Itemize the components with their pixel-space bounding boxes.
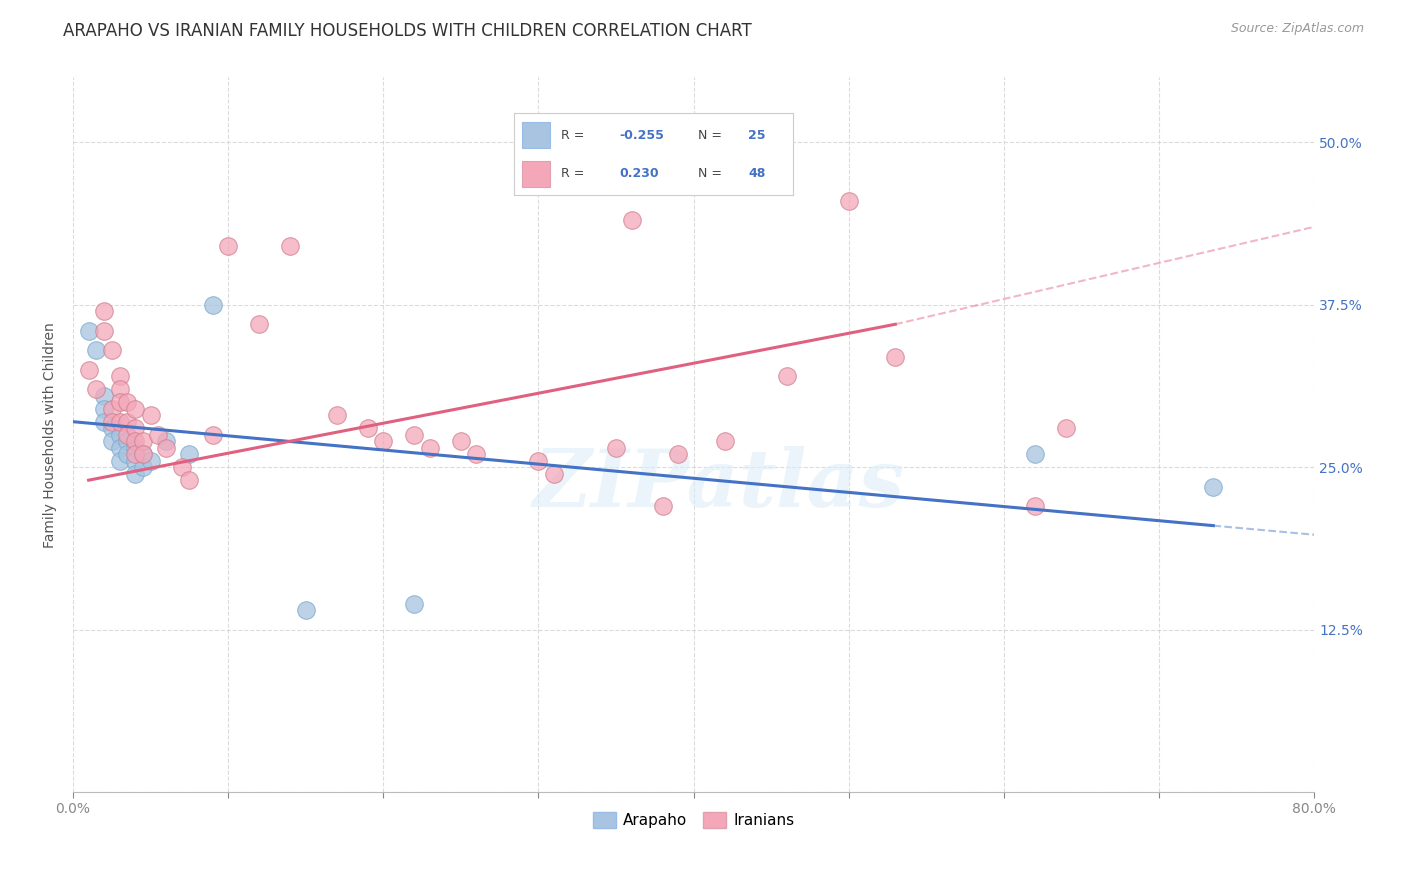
Point	[132, 434, 155, 449]
Point	[884, 350, 907, 364]
Point	[124, 453, 146, 467]
Point	[838, 194, 860, 208]
Point	[117, 415, 139, 429]
Point	[108, 415, 131, 429]
Point	[124, 467, 146, 481]
Point	[139, 408, 162, 422]
Legend: Arapaho, Iranians: Arapaho, Iranians	[586, 806, 800, 834]
Point	[326, 408, 349, 422]
Point	[419, 441, 441, 455]
Point	[543, 467, 565, 481]
Point	[124, 421, 146, 435]
Point	[179, 447, 201, 461]
Point	[170, 460, 193, 475]
Point	[124, 401, 146, 416]
Point	[86, 343, 108, 358]
Point	[201, 298, 224, 312]
Point	[77, 363, 100, 377]
Point	[86, 382, 108, 396]
Point	[776, 369, 799, 384]
Point	[108, 453, 131, 467]
Point	[247, 318, 270, 332]
Point	[101, 415, 124, 429]
Point	[155, 434, 177, 449]
Point	[201, 427, 224, 442]
Point	[155, 441, 177, 455]
Point	[605, 441, 627, 455]
Point	[124, 441, 146, 455]
Point	[117, 395, 139, 409]
Point	[108, 369, 131, 384]
Point	[101, 421, 124, 435]
Point	[294, 603, 316, 617]
Point	[93, 415, 115, 429]
Point	[108, 441, 131, 455]
Point	[404, 427, 426, 442]
Point	[108, 427, 131, 442]
Point	[139, 453, 162, 467]
Point	[620, 213, 643, 227]
Point	[117, 434, 139, 449]
Point	[124, 447, 146, 461]
Text: Source: ZipAtlas.com: Source: ZipAtlas.com	[1230, 22, 1364, 36]
Point	[373, 434, 395, 449]
Text: ARAPAHO VS IRANIAN FAMILY HOUSEHOLDS WITH CHILDREN CORRELATION CHART: ARAPAHO VS IRANIAN FAMILY HOUSEHOLDS WIT…	[63, 22, 752, 40]
Point	[101, 401, 124, 416]
Point	[1054, 421, 1077, 435]
Point	[108, 395, 131, 409]
Point	[132, 460, 155, 475]
Point	[450, 434, 472, 449]
Point	[132, 447, 155, 461]
Text: ZIPatlas: ZIPatlas	[533, 446, 904, 524]
Point	[404, 597, 426, 611]
Point	[713, 434, 735, 449]
Point	[357, 421, 380, 435]
Point	[666, 447, 689, 461]
Point	[108, 382, 131, 396]
Point	[101, 343, 124, 358]
Point	[1202, 480, 1225, 494]
Point	[101, 434, 124, 449]
Point	[124, 434, 146, 449]
Point	[93, 304, 115, 318]
Point	[93, 389, 115, 403]
Point	[465, 447, 488, 461]
Y-axis label: Family Households with Children: Family Households with Children	[44, 322, 58, 548]
Point	[117, 447, 139, 461]
Point	[1024, 447, 1046, 461]
Point	[651, 499, 673, 513]
Point	[117, 427, 139, 442]
Point	[132, 447, 155, 461]
Point	[93, 401, 115, 416]
Point	[179, 473, 201, 487]
Point	[77, 324, 100, 338]
Point	[148, 427, 170, 442]
Point	[217, 239, 239, 253]
Point	[278, 239, 301, 253]
Point	[1024, 499, 1046, 513]
Point	[527, 453, 550, 467]
Point	[93, 324, 115, 338]
